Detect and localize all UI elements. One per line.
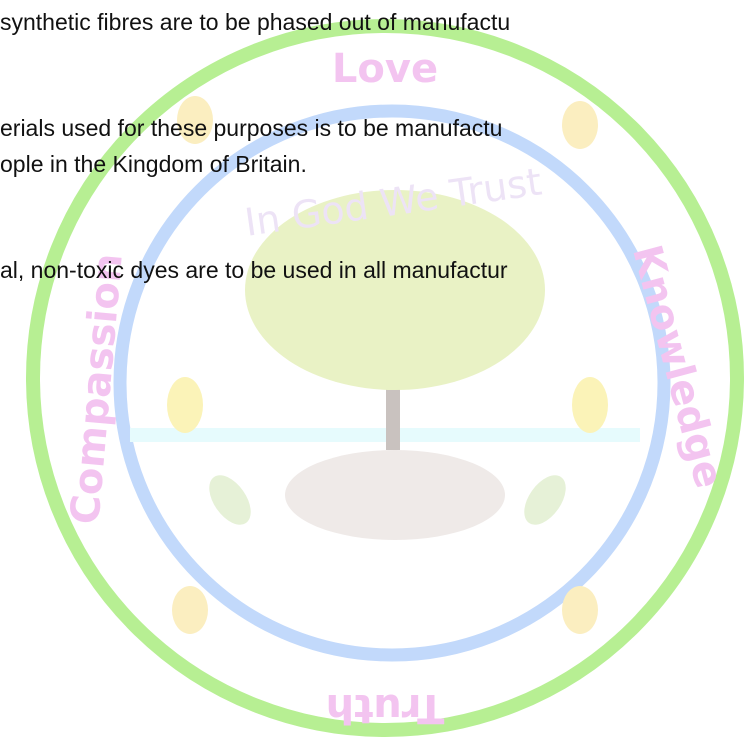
horizon-band xyxy=(130,428,640,442)
emblem: Love Truth Compassion Knowledge In God W… xyxy=(0,0,749,745)
text-line: ople in the Kingdom of Britain. xyxy=(0,150,307,178)
acorn xyxy=(172,586,208,634)
text-line: al, non-toxic dyes are to be used in all… xyxy=(0,256,508,284)
tree-roots xyxy=(285,450,505,540)
acorn xyxy=(562,101,598,149)
leaf xyxy=(572,377,608,433)
page: Love Truth Compassion Knowledge In God W… xyxy=(0,0,749,745)
leaf xyxy=(167,377,203,433)
text-line: erials used for these purposes is to be … xyxy=(0,114,502,142)
emblem-bottom: Truth xyxy=(326,685,445,731)
text-line: synthetic fibres are to be phased out of… xyxy=(0,8,510,36)
acorn xyxy=(562,586,598,634)
leaf xyxy=(201,468,259,532)
leaf xyxy=(516,468,574,532)
emblem-top: Love xyxy=(332,46,438,92)
